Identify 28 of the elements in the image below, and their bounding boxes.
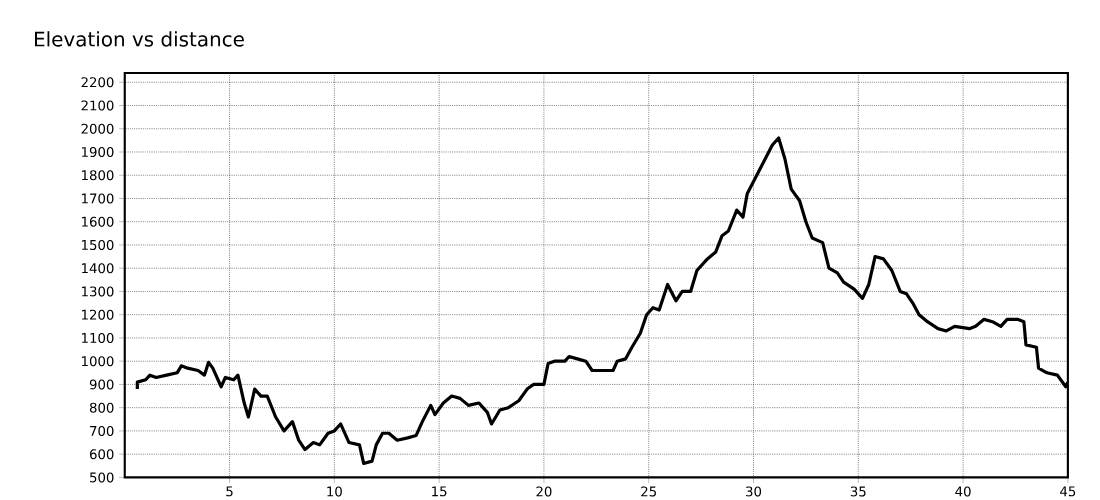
chart-title: Elevation vs distance (35, 31, 244, 47)
y-tick-label: 500 (90, 472, 114, 483)
y-tick-label: 800 (89, 402, 114, 413)
y-tick-label: 1900 (82, 146, 114, 157)
y-tick-label: 2200 (81, 77, 114, 88)
y-tick-label: 1100 (82, 332, 114, 343)
x-tick-label: 30 (746, 486, 762, 497)
y-tick-label: 1600 (82, 216, 114, 227)
y-tick-label: 1800 (82, 170, 114, 181)
y-tick-label: 1200 (82, 309, 114, 320)
y-tick-label: 1000 (82, 356, 114, 367)
x-tick-label: 15 (432, 486, 447, 497)
y-tick-label: 2000 (81, 123, 114, 134)
y-tick-label: 2100 (81, 100, 114, 111)
x-tick-label: 20 (536, 486, 552, 497)
x-tick-label: 5 (226, 486, 233, 497)
x-tick-label: 45 (1060, 486, 1076, 497)
x-tick-label: 10 (327, 486, 342, 497)
x-tick-label: 40 (955, 486, 971, 497)
y-tick-label: 1700 (82, 193, 114, 204)
y-tick-label: 1300 (82, 286, 114, 297)
y-tick-label: 1400 (82, 263, 114, 274)
y-tick-label: 700 (90, 425, 114, 436)
y-tick-label: 900 (89, 379, 114, 390)
y-tick-label: 1500 (82, 239, 114, 250)
y-tick-label: 600 (89, 449, 114, 460)
x-tick-label: 35 (850, 486, 866, 497)
x-tick-label: 25 (641, 486, 656, 497)
